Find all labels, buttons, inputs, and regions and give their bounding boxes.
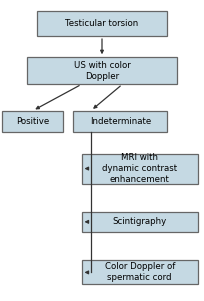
Text: Testicular torsion: Testicular torsion	[65, 19, 139, 28]
FancyBboxPatch shape	[27, 57, 177, 84]
Text: Color Doppler of
spermatic cord: Color Doppler of spermatic cord	[105, 262, 175, 282]
Text: Positive: Positive	[16, 117, 49, 126]
Text: US with color
Doppler: US with color Doppler	[74, 61, 130, 81]
FancyBboxPatch shape	[73, 111, 167, 132]
FancyBboxPatch shape	[82, 154, 198, 184]
FancyBboxPatch shape	[82, 212, 198, 232]
Text: MRI with
dynamic contrast
enhancement: MRI with dynamic contrast enhancement	[102, 153, 177, 184]
FancyBboxPatch shape	[2, 111, 63, 132]
Text: Indeterminate: Indeterminate	[90, 117, 151, 126]
Text: Scintigraphy: Scintigraphy	[113, 218, 167, 226]
FancyBboxPatch shape	[82, 260, 198, 284]
FancyBboxPatch shape	[37, 11, 167, 36]
